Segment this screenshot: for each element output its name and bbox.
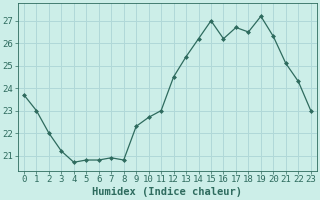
X-axis label: Humidex (Indice chaleur): Humidex (Indice chaleur) [92, 187, 242, 197]
